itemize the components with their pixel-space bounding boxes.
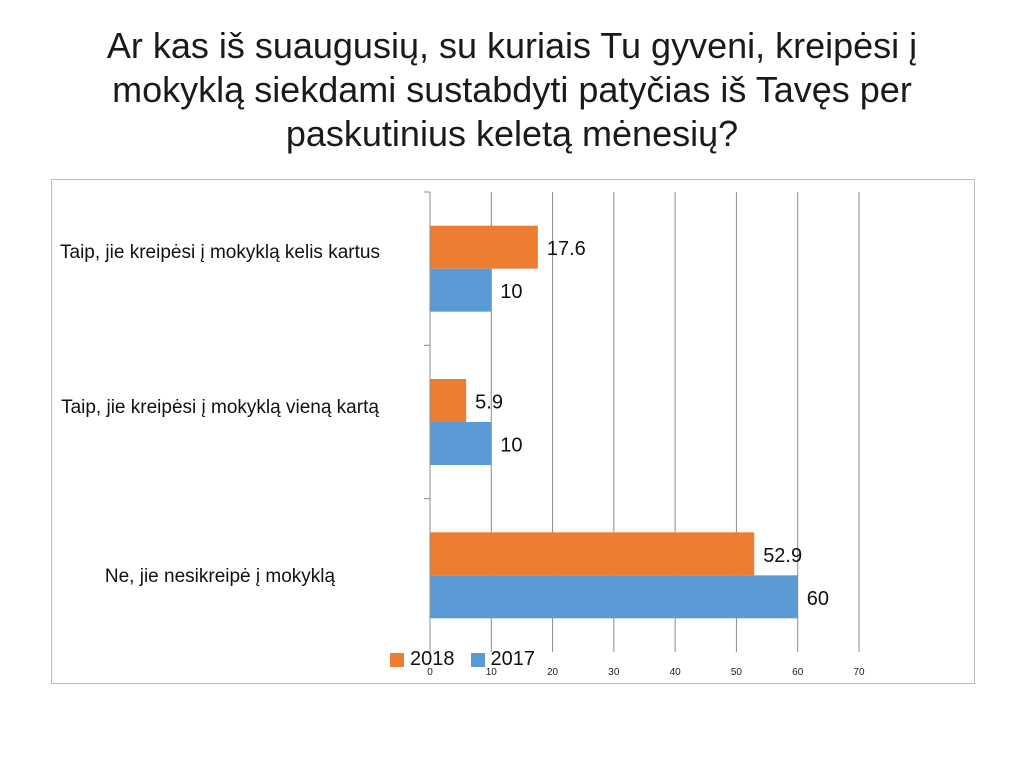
legend-label-2018: 2018: [410, 648, 455, 670]
bar: [430, 422, 492, 465]
chart-legend: 2018 2017: [390, 648, 535, 671]
slide-title: Ar kas iš suaugusių, su kuriais Tu gyven…: [106, 25, 918, 154]
category-label-1: Taip, jie kreipėsi į mokyklą kelis kartu…: [60, 242, 380, 263]
data-label: 17.6: [547, 238, 586, 260]
bar: [430, 575, 798, 619]
legend-swatch-2018: [390, 652, 404, 667]
legend-label-2017: 2017: [490, 648, 536, 670]
legend-swatch-2017: [470, 652, 485, 667]
category-label-2: Taip, jie kreipėsi į mokyklą vieną kartą: [61, 397, 379, 418]
x-tick-label: 0: [427, 667, 433, 678]
data-label: 10: [500, 435, 522, 457]
legend-item-2017: 2017: [470, 648, 536, 671]
bar: [430, 268, 492, 312]
category-label-3: Ne, jie nesikreipė į mokyklą: [104, 566, 336, 587]
x-tick-label: 10: [486, 667, 498, 678]
data-label: 5.9: [475, 392, 503, 414]
x-tick-label: 20: [547, 667, 559, 678]
x-tick-label: 60: [792, 667, 804, 678]
data-label: 10: [500, 281, 522, 303]
bar: [430, 225, 538, 269]
bar: [430, 532, 755, 576]
bar: [430, 379, 467, 422]
data-label: 60: [807, 588, 829, 610]
x-tick-label: 30: [608, 667, 620, 678]
x-tick-label: 40: [670, 667, 682, 678]
data-label: 52.9: [763, 545, 802, 567]
x-tick-label: 70: [853, 667, 865, 678]
x-tick-label: 50: [731, 667, 743, 678]
legend-item-2018: 2018: [390, 648, 455, 671]
